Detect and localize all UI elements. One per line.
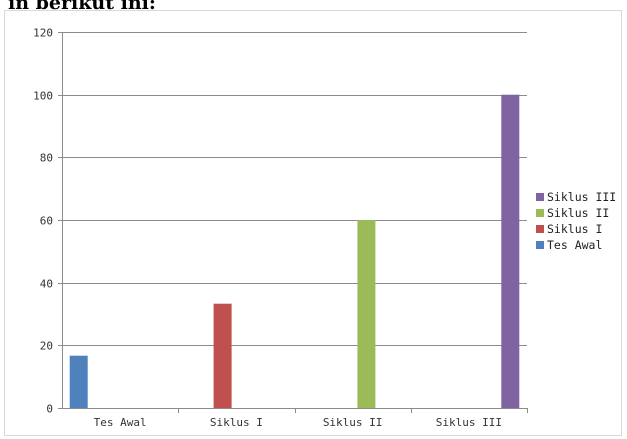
y-tick-label: 120 — [33, 27, 53, 40]
y-tick-label: 40 — [40, 278, 53, 291]
x-tick-label: Tes Awal — [94, 416, 147, 429]
legend: Siklus III Siklus II Siklus I Tes Awal — [536, 190, 616, 252]
bars — [69, 94, 520, 408]
bar — [357, 220, 376, 408]
bar — [501, 94, 520, 408]
y-tick-label: 100 — [33, 90, 53, 103]
legend-swatch — [536, 241, 544, 249]
bar — [213, 303, 232, 408]
legend-label: Tes Awal — [547, 238, 602, 252]
chart-frame — [4, 10, 622, 436]
x-tick-label: Siklus I — [210, 416, 263, 429]
y-tick-label: 20 — [40, 340, 53, 353]
x-tick-label: Siklus III — [436, 416, 502, 429]
y-tick-label: 0 — [46, 403, 53, 416]
x-tick-label: Siklus II — [323, 416, 383, 429]
legend-swatch — [536, 193, 544, 201]
gridlines — [62, 32, 527, 409]
y-axis: 0 20 40 60 80 100 120 — [33, 27, 63, 416]
bar — [69, 355, 88, 408]
legend-label: Siklus III — [547, 190, 616, 204]
legend-label: Siklus II — [547, 206, 609, 220]
legend-label: Siklus I — [547, 222, 602, 236]
legend-swatch — [536, 225, 544, 233]
y-tick-label: 60 — [40, 215, 53, 228]
x-axis: Tes Awal Siklus I Siklus II Siklus III — [62, 408, 528, 429]
legend-swatch — [536, 209, 544, 217]
y-tick-label: 80 — [40, 152, 53, 165]
